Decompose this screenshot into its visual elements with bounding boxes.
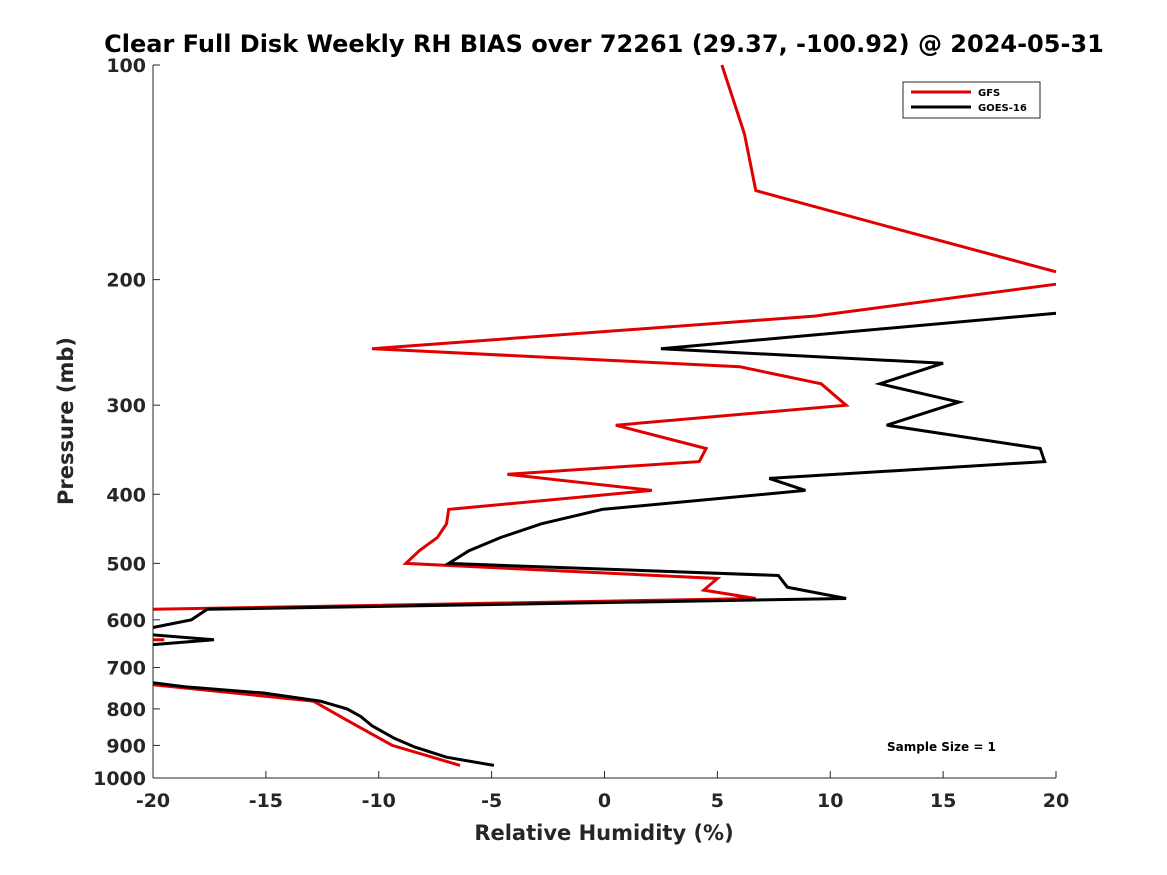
x-tick-label: 5 xyxy=(711,790,724,812)
y-axis-label: Pressure (mb) xyxy=(54,337,78,505)
x-tick-label: 20 xyxy=(1043,790,1069,812)
x-tick-label: 15 xyxy=(930,790,956,812)
y-tick-label: 600 xyxy=(106,610,146,632)
y-tick-label: 700 xyxy=(106,658,146,680)
x-tick-label: -15 xyxy=(249,790,283,812)
y-tick-label: 200 xyxy=(106,270,146,292)
series-layer xyxy=(152,64,1057,767)
y-tick-label: 800 xyxy=(106,699,146,721)
x-tick-label: 10 xyxy=(817,790,843,812)
y-tick-label: 100 xyxy=(106,55,146,77)
x-tick-label: -10 xyxy=(362,790,396,812)
x-tick-label: -20 xyxy=(136,790,170,812)
y-tick-label: 300 xyxy=(106,395,146,417)
y-tick-label: 900 xyxy=(106,735,146,757)
y-tick-label: 1000 xyxy=(93,768,146,790)
sample-size-annotation: Sample Size = 1 xyxy=(887,740,996,754)
legend: GFS GOES-16 xyxy=(902,81,1041,119)
legend-label-gfs: GFS xyxy=(978,88,1000,99)
chart-title: Clear Full Disk Weekly RH BIAS over 7226… xyxy=(104,30,1104,58)
legend-label-goes16: GOES-16 xyxy=(978,103,1027,114)
y-tick-label: 400 xyxy=(106,484,146,506)
y-tick-label: 500 xyxy=(106,553,146,575)
x-tick-label: 0 xyxy=(598,790,611,812)
series-line-goes16 xyxy=(152,311,1057,767)
x-axis-label: Relative Humidity (%) xyxy=(474,821,733,845)
legend-box xyxy=(902,81,1041,119)
axis-ticks: -20 -15 -10 -5 0 5 10 15 20 100 200 300 400 500 600 700… xyxy=(93,55,1069,812)
x-tick-label: -5 xyxy=(481,790,502,812)
plot-area xyxy=(153,65,1056,778)
series-line-gfs xyxy=(152,64,1057,767)
